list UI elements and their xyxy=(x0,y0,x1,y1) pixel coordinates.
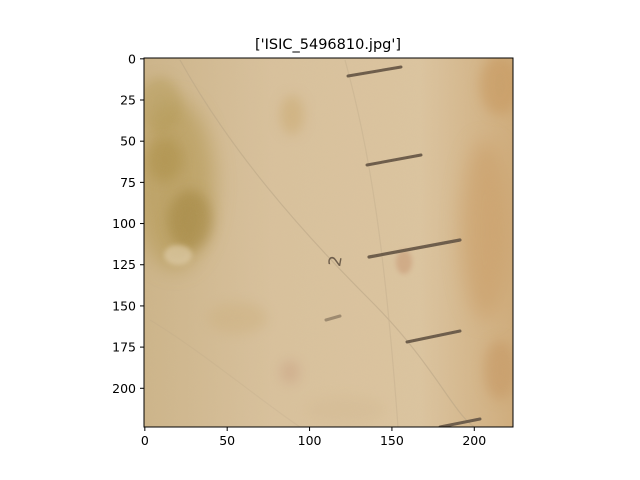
x-axis: 0 50 100 150 200 xyxy=(141,427,486,448)
x-tick-label: 150 xyxy=(380,433,404,448)
y-tick-label: 125 xyxy=(112,257,136,272)
x-tick-label: 50 xyxy=(219,433,235,448)
x-tick-label: 0 xyxy=(141,433,149,448)
y-tick-label: 50 xyxy=(120,134,136,149)
figure-title: ['ISIC_5496810.jpg'] xyxy=(255,37,401,53)
dermoscopy-image: 2 xyxy=(144,58,513,427)
y-tick-label: 150 xyxy=(112,298,136,313)
y-tick-label: 75 xyxy=(120,175,136,190)
y-tick-label: 175 xyxy=(112,340,136,355)
x-tick-label: 100 xyxy=(298,433,322,448)
y-tick-label: 0 xyxy=(128,51,136,66)
y-tick-label: 100 xyxy=(112,216,136,231)
y-tick-label: 200 xyxy=(112,381,136,396)
axes-frame xyxy=(143,57,514,428)
y-tick-label: 25 xyxy=(120,93,136,108)
y-axis: 0 25 50 75 100 125 150 175 200 xyxy=(112,51,144,396)
x-tick-label: 200 xyxy=(462,433,486,448)
